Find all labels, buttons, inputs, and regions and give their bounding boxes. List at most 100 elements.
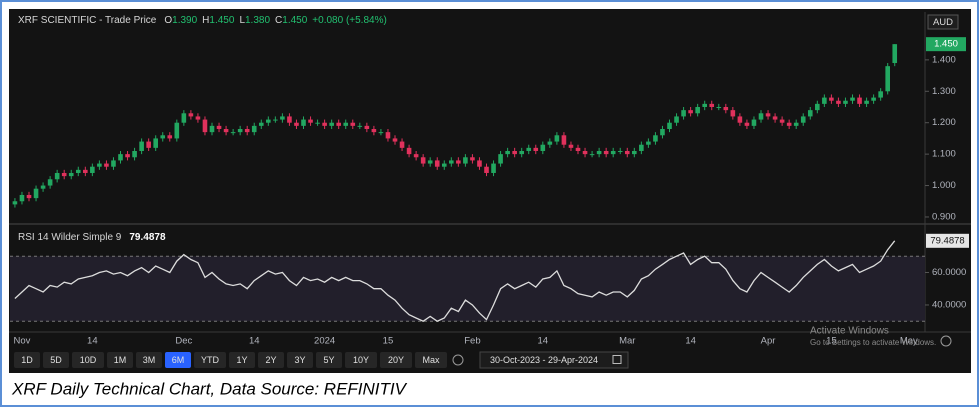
range-label[interactable]: 6M: [172, 355, 185, 365]
candle-body: [512, 150, 517, 155]
candle-body: [484, 166, 489, 173]
range-label[interactable]: 20Y: [388, 355, 404, 365]
range-label[interactable]: 1Y: [236, 355, 247, 365]
settings-icon[interactable]: [940, 335, 952, 347]
range-label[interactable]: 1M: [114, 355, 127, 365]
currency: AUD: [933, 17, 953, 28]
rsi-value: 79.4878: [129, 232, 166, 243]
candle-body: [779, 119, 785, 123]
range-button[interactable]: [316, 352, 342, 368]
candle-body: [554, 135, 560, 142]
candle-body: [491, 163, 496, 173]
range-label[interactable]: 3M: [143, 355, 156, 365]
candle-body: [132, 150, 137, 158]
range-button[interactable]: [380, 352, 412, 368]
candle-body: [822, 97, 827, 104]
candle-body: [463, 157, 468, 164]
y-tick-label: 60.0000: [932, 267, 966, 278]
range-button[interactable]: [136, 352, 162, 368]
candle-body: [104, 163, 109, 167]
y-tick-label: 1.000: [932, 180, 956, 191]
candle-body: [90, 166, 95, 173]
range-button[interactable]: [415, 352, 447, 368]
candle-body: [258, 122, 264, 126]
candle-body: [660, 128, 665, 136]
candle-body: [68, 172, 74, 177]
last-price-box: [926, 37, 966, 52]
y-tick-label: 40.0000: [932, 299, 966, 310]
candle-body: [202, 119, 208, 133]
candle-body: [12, 201, 18, 205]
candle-body: [596, 150, 602, 155]
candle-body: [737, 116, 743, 123]
caption: XRF Daily Technical Chart, Data Source: …: [11, 379, 408, 398]
candle-body: [617, 150, 623, 152]
x-tick-label: May: [900, 336, 918, 347]
y-tick-label: 0.900: [932, 211, 956, 222]
candle-body: [470, 157, 475, 161]
candle-body: [505, 150, 510, 155]
range-label[interactable]: 1D: [21, 355, 33, 365]
candle-body: [568, 144, 574, 148]
candle-body: [632, 150, 637, 155]
candle-body: [892, 44, 898, 64]
candle-body: [40, 185, 46, 189]
candle-body: [118, 154, 123, 161]
date-range[interactable]: 30-Oct-2023 - 29-Apr-2024: [490, 355, 598, 365]
candle-body: [603, 150, 609, 155]
range-button[interactable]: [107, 352, 133, 368]
candle-body: [857, 97, 862, 104]
range-button[interactable]: [258, 352, 284, 368]
range-button[interactable]: [287, 352, 313, 368]
range-button[interactable]: [72, 352, 104, 368]
range-label[interactable]: 5Y: [323, 355, 334, 365]
candle-body: [829, 97, 834, 101]
candle-body: [441, 163, 447, 167]
x-tick-label: 15: [383, 336, 394, 347]
range-button[interactable]: [345, 352, 377, 368]
range-label[interactable]: 3Y: [294, 355, 305, 365]
x-tick-label: 14: [538, 336, 549, 347]
calendar-icon: [612, 355, 622, 364]
range-label[interactable]: Max: [422, 355, 440, 365]
range-label[interactable]: YTD: [201, 355, 220, 365]
candle-body: [399, 141, 405, 148]
range-button[interactable]: [14, 352, 40, 368]
range-label[interactable]: 10Y: [353, 355, 369, 365]
candle-body: [653, 135, 658, 142]
candle-body: [251, 125, 257, 133]
x-tick-label: 14: [249, 336, 260, 347]
watermark: Activate Windows: [810, 326, 889, 337]
range-label[interactable]: 10D: [80, 355, 97, 365]
range-button[interactable]: [165, 352, 191, 368]
candle-body: [47, 179, 53, 186]
candle-body: [294, 122, 299, 126]
chart-title: XRF SCIENTIFIC - Trade Price: [18, 15, 157, 26]
candle-body: [357, 125, 363, 127]
range-label[interactable]: 5D: [50, 355, 62, 365]
candle-body: [385, 132, 391, 139]
x-tick-label: 14: [87, 336, 98, 347]
candle-body: [744, 122, 750, 126]
range-button[interactable]: [194, 352, 226, 368]
y-tick-label: 1.300: [932, 86, 956, 97]
range-button[interactable]: [229, 352, 255, 368]
candle-body: [674, 116, 679, 123]
ohlc-key: O: [164, 15, 172, 26]
candle-body: [125, 154, 130, 158]
range-settings-icon[interactable]: [452, 354, 464, 366]
candle-body: [765, 113, 771, 117]
ohlc-key: H: [202, 15, 209, 26]
date-range-box[interactable]: [479, 351, 629, 369]
candle-body: [237, 128, 243, 133]
range-label[interactable]: 2Y: [265, 355, 276, 365]
x-tick-label: 15: [826, 336, 837, 347]
candle-body: [209, 125, 215, 133]
candle-body: [582, 150, 588, 155]
candle-body: [667, 122, 672, 129]
rsi-band: [10, 256, 925, 322]
ohlc-value: 1.450: [209, 15, 234, 26]
candle-body: [392, 138, 398, 142]
range-button[interactable]: [43, 352, 69, 368]
